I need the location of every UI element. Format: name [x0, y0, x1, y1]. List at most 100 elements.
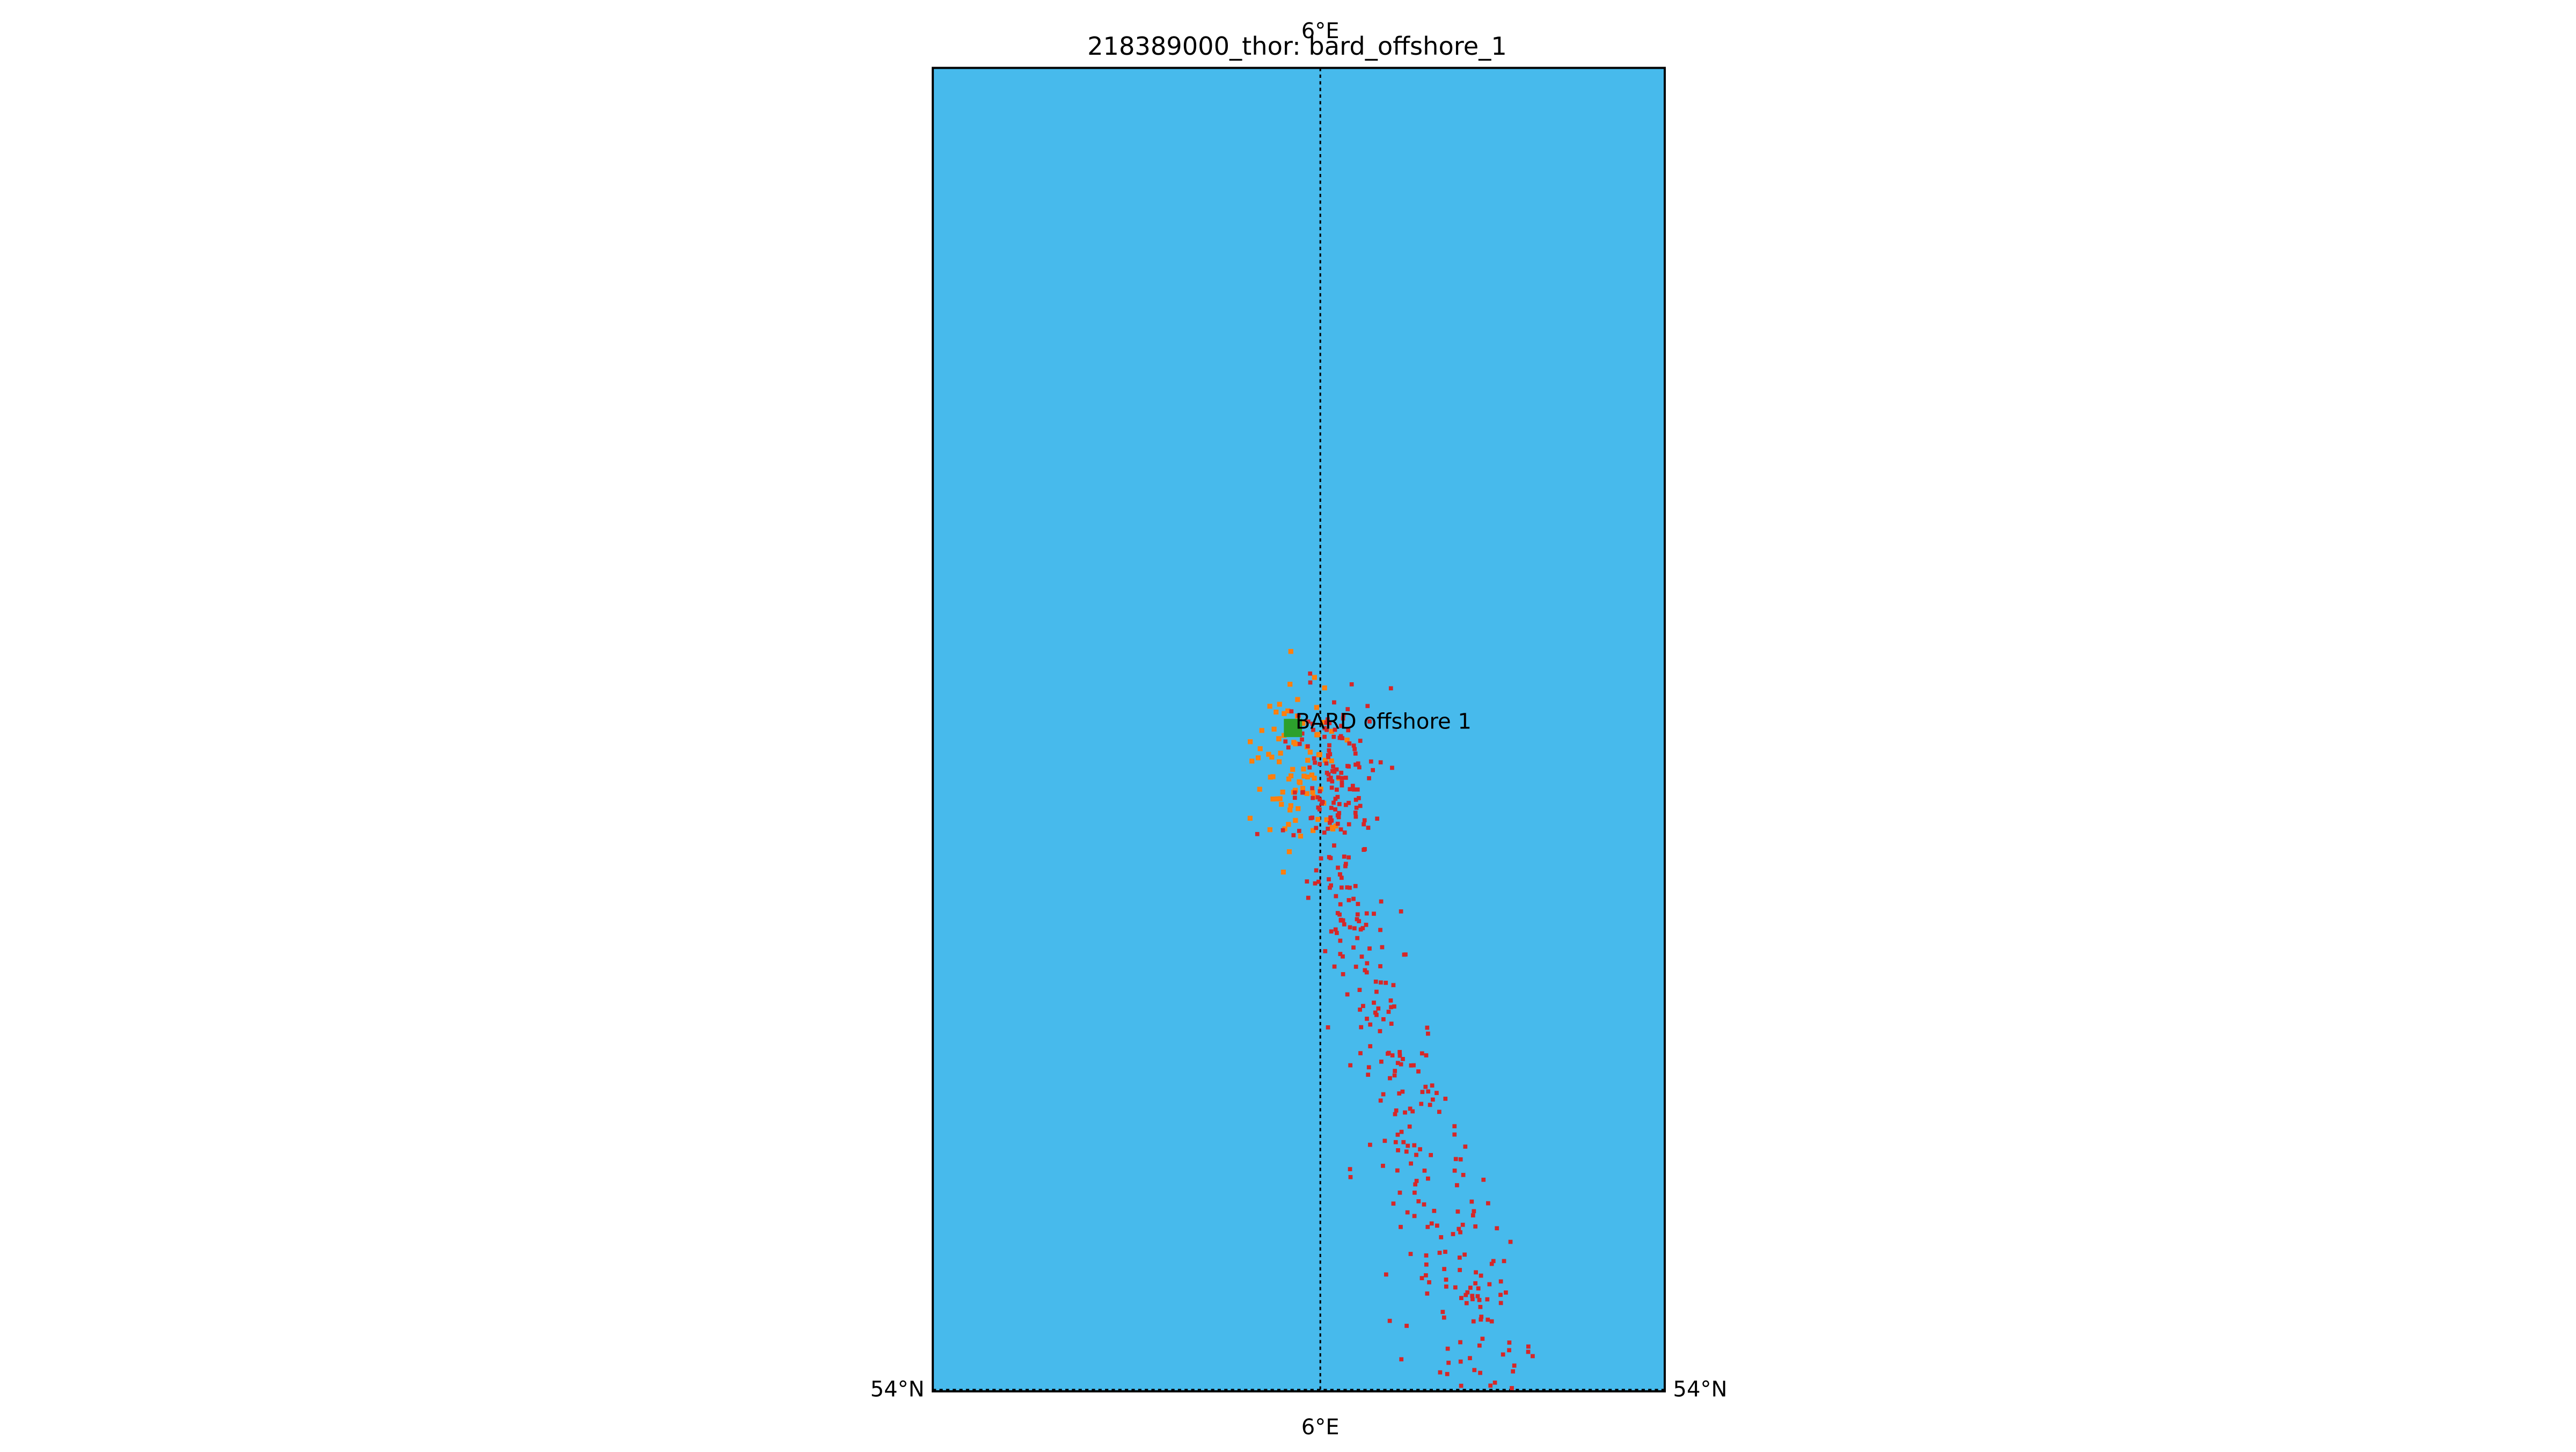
track-point [1504, 1290, 1508, 1295]
track-point [1373, 1010, 1378, 1015]
track-point [1405, 1210, 1410, 1215]
track-point [1338, 902, 1343, 907]
track-point [1368, 1142, 1372, 1147]
track-point [1508, 1239, 1513, 1244]
track-point [1458, 1359, 1463, 1364]
track-point [1485, 1317, 1490, 1322]
track-point [1330, 779, 1335, 784]
track-point [1403, 952, 1408, 957]
track-point [1414, 1152, 1418, 1157]
track-point [1438, 1370, 1443, 1375]
track-point [1425, 1224, 1430, 1229]
track-point [1510, 1386, 1514, 1390]
track-point [1426, 1031, 1430, 1036]
track-point [1419, 1276, 1424, 1280]
track-point [1364, 970, 1369, 975]
track-point [1458, 1340, 1462, 1345]
track-point [1340, 776, 1344, 780]
track-point [1445, 1371, 1450, 1376]
track-point [1428, 1103, 1432, 1107]
track-point [1338, 827, 1343, 832]
track-point [1424, 1253, 1429, 1258]
track-point [1328, 885, 1332, 890]
track-point [1379, 899, 1384, 904]
track-point [1453, 1157, 1458, 1162]
track-point [1481, 1177, 1486, 1182]
track-point [1267, 704, 1272, 709]
track-point [1338, 918, 1343, 923]
track-point [1343, 862, 1348, 866]
track-point [1342, 854, 1346, 859]
track-point [1419, 1051, 1424, 1056]
track-point [1329, 806, 1334, 810]
track-point [1341, 716, 1345, 721]
track-point [1257, 746, 1263, 751]
track-point [1403, 1110, 1407, 1115]
track-point [1354, 805, 1359, 810]
wind-farm-marker [1284, 719, 1302, 738]
track-point [1353, 762, 1358, 767]
track-point [1470, 1213, 1475, 1217]
track-point [1255, 831, 1260, 836]
track-point [1312, 776, 1317, 781]
track-point [1357, 988, 1362, 993]
track-point [1422, 1168, 1427, 1173]
track-point [1311, 727, 1315, 732]
track-point [1416, 1069, 1421, 1074]
track-point [1348, 885, 1352, 890]
track-point [1441, 1315, 1446, 1320]
track-point [1288, 803, 1293, 808]
track-point [1375, 816, 1380, 821]
track-point [1291, 833, 1296, 837]
track-point [1346, 898, 1351, 902]
track-point [1333, 823, 1338, 829]
track-point [1511, 1369, 1516, 1374]
track-point [1498, 1279, 1503, 1284]
lat-label-left: 54°N [870, 1377, 925, 1402]
track-point [1280, 789, 1285, 795]
track-point [1275, 796, 1280, 801]
track-point [1409, 1063, 1414, 1068]
track-point [1292, 790, 1297, 795]
track-point [1381, 1164, 1385, 1168]
track-point [1332, 769, 1337, 774]
track-point [1498, 1293, 1503, 1297]
track-point [1337, 912, 1342, 917]
track-point [1338, 952, 1343, 957]
track-point [1353, 884, 1358, 888]
track-point [1367, 719, 1372, 724]
track-point [1404, 1149, 1409, 1154]
track-point [1287, 807, 1293, 813]
track-point [1269, 754, 1275, 760]
track-point [1271, 726, 1277, 732]
track-point [1331, 764, 1335, 769]
track-point [1324, 720, 1329, 725]
track-point [1408, 1252, 1413, 1256]
track-point [1348, 925, 1352, 930]
track-point [1357, 796, 1361, 800]
track-point [1307, 765, 1312, 770]
track-point [1306, 895, 1311, 900]
track-point [1327, 748, 1331, 753]
track-point [1336, 775, 1341, 780]
track-point [1317, 751, 1322, 757]
track-point [1336, 865, 1340, 870]
track-point [1282, 711, 1287, 716]
track-point [1378, 928, 1382, 932]
track-point [1463, 1293, 1468, 1297]
track-point [1435, 1223, 1439, 1228]
track-point [1301, 790, 1305, 794]
track-point [1472, 1368, 1477, 1373]
lon-label-top: 6°E [1301, 19, 1340, 43]
track-point [1480, 1337, 1485, 1341]
track-point [1329, 785, 1334, 790]
track-point [1501, 1352, 1505, 1357]
track-point [1491, 1259, 1496, 1264]
track-point [1301, 767, 1306, 772]
track-point [1353, 798, 1358, 802]
track-point [1286, 745, 1291, 750]
track-point [1343, 864, 1348, 869]
track-point [1416, 1199, 1421, 1203]
track-point [1341, 713, 1346, 717]
track-point [1464, 1301, 1469, 1305]
